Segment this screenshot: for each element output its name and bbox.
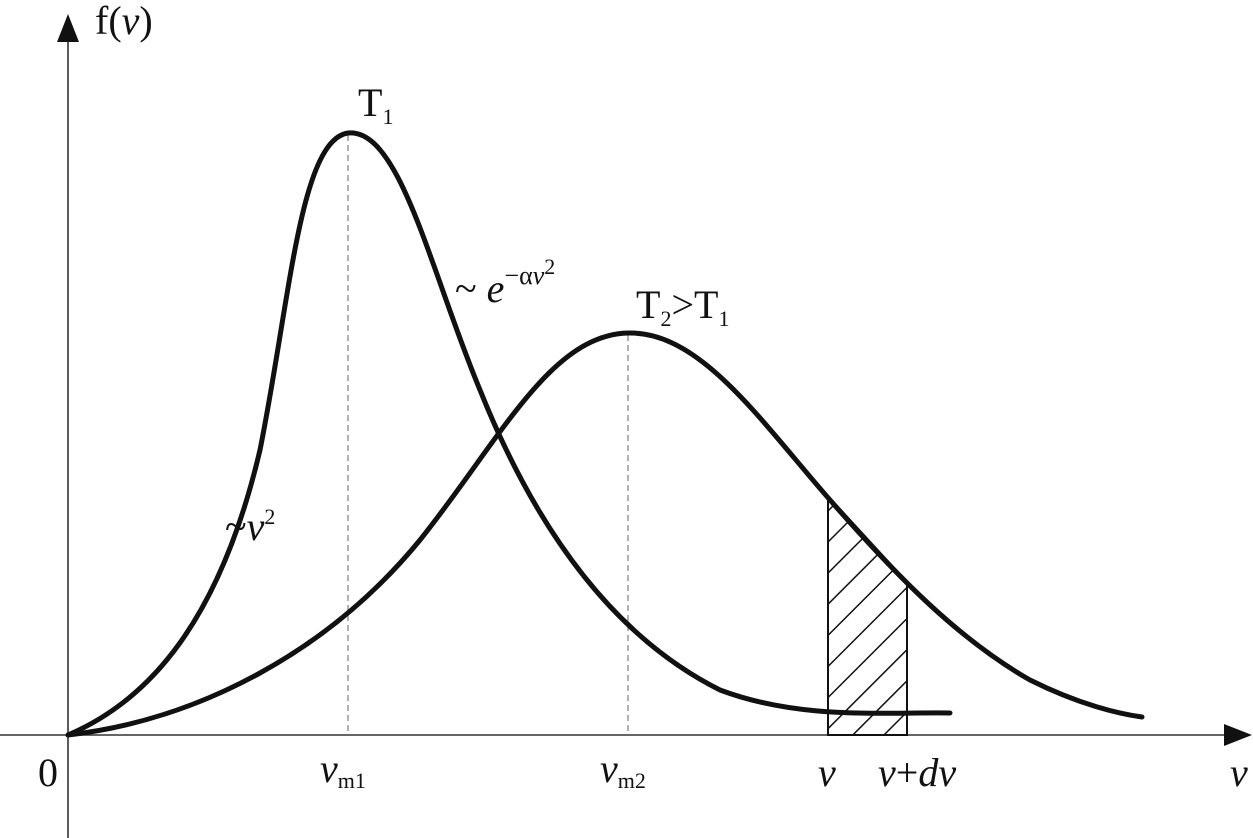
label-part: v [247,504,265,549]
label-part: v [320,746,338,791]
label-part: ) [139,0,152,43]
curve-label: T2>T1 [636,282,729,331]
label-part: v [818,750,836,795]
label-part: 2 [544,254,555,279]
curve-label: T1 [358,80,393,129]
label-part: 2 [660,306,671,331]
label-part: 1 [382,104,393,129]
y-axis-arrow [57,14,79,42]
x-axis-label: v [1230,750,1248,795]
annotation: ~ e−αv2 [455,254,555,311]
y-axis-label: f(v) [95,0,153,43]
tick-label: v [818,750,836,795]
curve-t2 [65,330,1145,738]
label-part: e [487,266,505,311]
label-part: −α [504,261,533,290]
curve-t1 [65,130,953,738]
hatched-strip [827,493,908,736]
label-part: + [896,750,919,795]
label-part: d [918,750,939,795]
label-part: ~ [225,504,247,549]
label-part: v [600,746,618,791]
label-part: 1 [718,306,729,331]
tick-label: vm1 [320,746,366,793]
origin-label: 0 [38,750,58,795]
tick-label: vm2 [600,746,646,793]
label-part: v [938,750,956,795]
label-part: T [358,80,382,125]
label-part: v [122,0,140,43]
label-part: f( [95,0,122,43]
label-part: m1 [338,768,366,793]
label-part: m2 [618,768,646,793]
tick-label: v+dv [878,750,956,795]
label-part: 2 [264,504,275,529]
label-part: v [878,750,896,795]
label-part: T [636,282,660,327]
label-part: v [533,261,545,290]
annotation: ~v2 [225,504,275,549]
x-axis-arrow [1224,724,1252,746]
label-part: >T [671,282,718,327]
label-part: ~ [455,266,487,311]
